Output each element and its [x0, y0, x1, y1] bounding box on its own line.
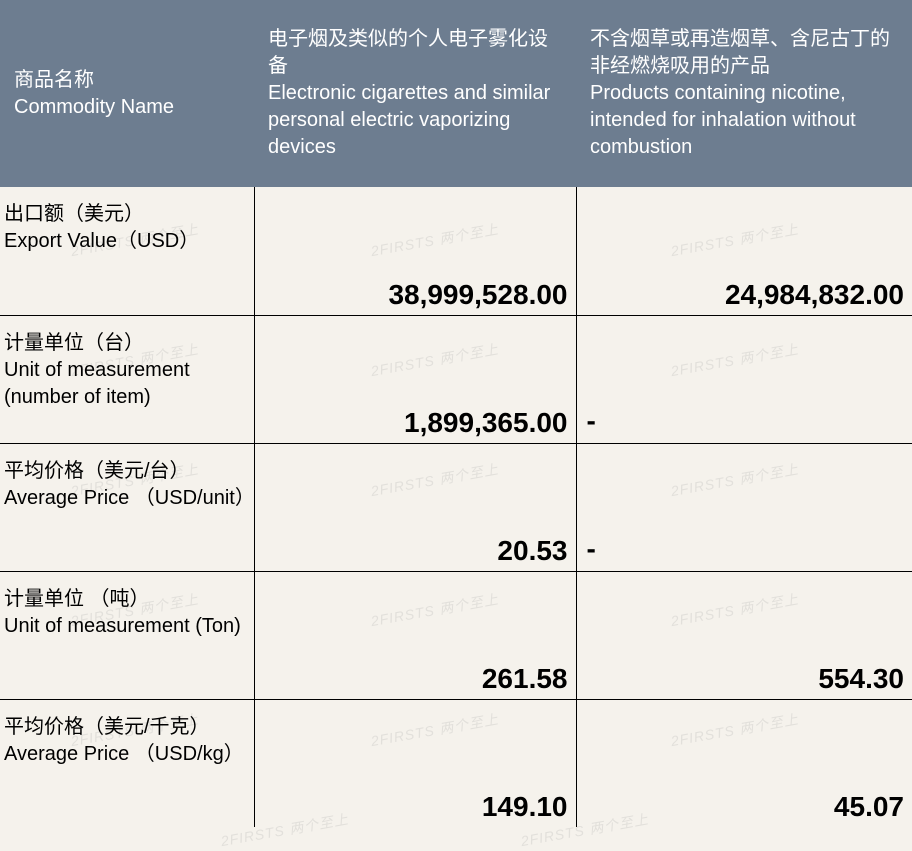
- value-cell: 45.07: [576, 699, 912, 827]
- row-label-en: Unit of measurement (Ton): [4, 615, 241, 637]
- col-header-en: Electronic cigarettes and similar person…: [268, 80, 562, 161]
- row-label-en: Export Value（USD）: [4, 230, 199, 252]
- col-header-cn: 电子烟及类似的个人电子雾化设备: [268, 26, 562, 80]
- cell-value: 24,984,832.00: [725, 279, 904, 311]
- row-label-cn: 计量单位（台）: [4, 332, 144, 354]
- col-header-cn: 不含烟草或再造烟草、含尼古丁的非经燃烧吸用的产品: [590, 26, 898, 80]
- col-header-cn: 商品名称: [14, 67, 240, 94]
- cell-value: 1,899,365.00: [404, 407, 568, 439]
- col-header-en: Products containing nicotine, intended f…: [590, 80, 898, 161]
- row-label-en: Unit of measurement (number of item): [4, 359, 190, 408]
- cell-dash: -: [587, 533, 596, 565]
- row-label-cn: 计量单位 （吨）: [4, 588, 150, 610]
- col-header-name: 商品名称 Commodity Name: [0, 0, 254, 187]
- cell-dash: -: [587, 405, 596, 437]
- col-header-nicotine: 不含烟草或再造烟草、含尼古丁的非经燃烧吸用的产品 Products contai…: [576, 0, 912, 187]
- cell-value: 261.58: [482, 663, 568, 695]
- value-cell: 38,999,528.00: [254, 187, 576, 315]
- table-row: 平均价格（美元/千克） Average Price （USD/kg） 149.1…: [0, 699, 912, 827]
- table-header-row: 商品名称 Commodity Name 电子烟及类似的个人电子雾化设备 Elec…: [0, 0, 912, 187]
- value-cell: 261.58: [254, 571, 576, 699]
- value-cell: -: [576, 443, 912, 571]
- row-label-cell: 平均价格（美元/台） Average Price （USD/unit）: [0, 443, 254, 571]
- value-cell: 149.10: [254, 699, 576, 827]
- row-label-cell: 平均价格（美元/千克） Average Price （USD/kg）: [0, 699, 254, 827]
- row-label-cn: 平均价格（美元/千克）: [4, 716, 210, 738]
- col-header-en: Commodity Name: [14, 94, 240, 121]
- table-row: 出口额（美元） Export Value（USD） 38,999,528.00 …: [0, 187, 912, 315]
- row-label-cell: 计量单位 （吨） Unit of measurement (Ton): [0, 571, 254, 699]
- cell-value: 149.10: [482, 791, 568, 823]
- row-label-cn: 出口额（美元）: [4, 203, 144, 225]
- value-cell: 24,984,832.00: [576, 187, 912, 315]
- row-label-en: Average Price （USD/unit）: [4, 487, 255, 509]
- value-cell: 1,899,365.00: [254, 315, 576, 443]
- cell-value: 554.30: [818, 663, 904, 695]
- table-row: 计量单位 （吨） Unit of measurement (Ton) 261.5…: [0, 571, 912, 699]
- cell-value: 20.53: [497, 535, 567, 567]
- value-cell: -: [576, 315, 912, 443]
- cell-value: 38,999,528.00: [388, 279, 567, 311]
- row-label-cell: 出口额（美元） Export Value（USD）: [0, 187, 254, 315]
- row-label-en: Average Price （USD/kg）: [4, 743, 244, 765]
- row-label-cn: 平均价格（美元/台）: [4, 460, 190, 482]
- table-row: 平均价格（美元/台） Average Price （USD/unit） 20.5…: [0, 443, 912, 571]
- cell-value: 45.07: [834, 791, 904, 823]
- value-cell: 20.53: [254, 443, 576, 571]
- col-header-ecig: 电子烟及类似的个人电子雾化设备 Electronic cigarettes an…: [254, 0, 576, 187]
- export-data-table: 商品名称 Commodity Name 电子烟及类似的个人电子雾化设备 Elec…: [0, 0, 912, 827]
- value-cell: 554.30: [576, 571, 912, 699]
- row-label-cell: 计量单位（台） Unit of measurement (number of i…: [0, 315, 254, 443]
- table-row: 计量单位（台） Unit of measurement (number of i…: [0, 315, 912, 443]
